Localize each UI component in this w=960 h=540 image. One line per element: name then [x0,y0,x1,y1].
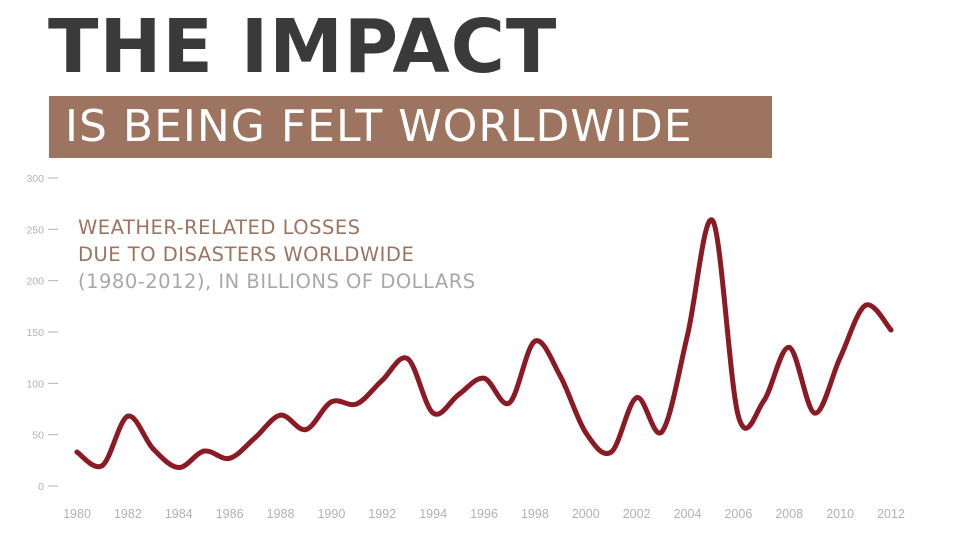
page-subtitle: IS BEING FELT WORLDWIDE [65,101,693,152]
data-point-1992 [379,377,385,383]
y-tick-label: 150 [26,327,44,339]
data-point-1994 [430,410,436,416]
caption-line-2: DUE TO DISASTERS WORLDWIDE [78,243,415,266]
data-points [74,218,894,471]
data-point-1995 [456,392,462,398]
data-point-1980 [74,449,80,455]
data-point-1998 [532,338,538,344]
x-tick-label: 2006 [724,507,752,521]
y-tick-label: 0 [38,481,44,493]
data-point-1987 [252,435,258,441]
x-tick-label: 2002 [623,507,651,521]
data-point-2002 [634,395,640,401]
page-title: THE IMPACT [48,4,558,90]
data-point-1981 [99,462,105,468]
data-point-1991 [354,401,360,407]
y-tick-label: 100 [26,378,44,390]
x-tick-label: 1996 [470,507,498,521]
data-point-1999 [557,373,563,379]
data-point-2008 [786,344,792,350]
data-point-1997 [506,400,512,406]
chart-caption: WEATHER-RELATED LOSSES DUE TO DISASTERS … [78,214,476,295]
data-point-1986 [227,455,233,461]
x-tick-label: 2000 [572,507,600,521]
x-tick-label: 1982 [114,507,142,521]
x-tick-label: 1986 [216,507,244,521]
x-tick-label: 1994 [419,507,447,521]
x-tick-label: 2008 [775,507,803,521]
data-point-1985 [201,448,207,454]
x-tick-label: 2010 [826,507,854,521]
data-point-1993 [405,356,411,362]
y-tick-label: 300 [26,173,44,185]
x-tick-label: 2012 [877,507,905,521]
x-tick-label: 1992 [368,507,396,521]
caption-line-1: WEATHER-RELATED LOSSES [78,216,361,239]
data-point-1996 [481,375,487,381]
data-point-1984 [176,465,182,471]
x-tick-label: 1980 [63,507,91,521]
data-point-2012 [888,327,894,333]
caption-line-3: (1980-2012), IN BILLIONS OF DOLLARS [78,270,476,293]
data-point-1990 [328,399,334,405]
x-tick-label: 1984 [165,507,193,521]
y-tick-label: 50 [32,430,44,442]
x-tick-label: 2004 [674,507,702,521]
y-tick-label: 200 [26,276,44,288]
x-axis: 1980 1982 1984 1986 1988 1990 1992 1994 1996 1998… [63,507,905,521]
data-point-2010 [837,355,843,361]
data-point-2005 [710,218,716,224]
data-point-2004 [685,332,690,338]
data-point-2007 [761,398,767,404]
data-point-1982 [125,413,131,419]
data-point-2003 [659,429,665,435]
y-axis: 0 50 100 150 200 250 300 [26,173,58,493]
data-point-1988 [278,412,283,418]
data-point-1989 [303,427,309,433]
data-point-2006 [735,413,741,419]
x-tick-label: 1990 [317,507,345,521]
data-point-2009 [812,410,818,416]
subtitle-banner: IS BEING FELT WORLDWIDE [49,96,772,158]
x-tick-label: 1998 [521,507,549,521]
x-tick-label: 1988 [267,507,295,521]
data-point-2000 [583,430,589,436]
data-point-1983 [150,446,156,452]
data-point-2011 [863,302,869,308]
y-tick-label: 250 [26,224,44,236]
data-point-2001 [608,449,614,455]
